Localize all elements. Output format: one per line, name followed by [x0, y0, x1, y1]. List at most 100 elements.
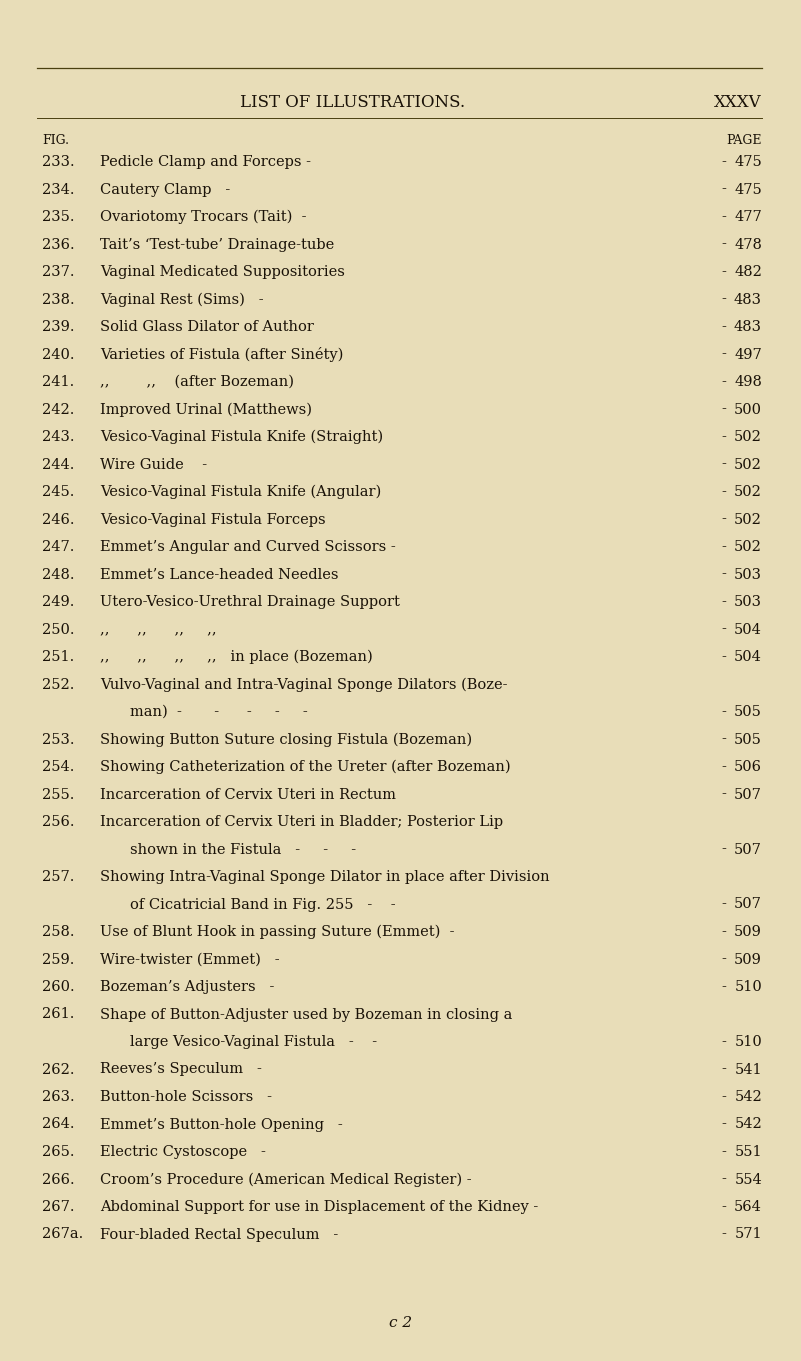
Text: 248.: 248.	[42, 568, 74, 581]
Text: 267a.: 267a.	[42, 1228, 83, 1241]
Text: large Vesico-Vaginal Fistula   -    -: large Vesico-Vaginal Fistula - -	[130, 1034, 377, 1049]
Text: 502: 502	[735, 540, 762, 554]
Text: -: -	[722, 1090, 727, 1104]
Text: 267.: 267.	[42, 1200, 74, 1214]
Text: 259.: 259.	[42, 953, 74, 966]
Text: Abdominal Support for use in Displacement of the Kidney -: Abdominal Support for use in Displacemen…	[100, 1200, 538, 1214]
Text: Bozeman’s Adjusters   -: Bozeman’s Adjusters -	[100, 980, 275, 994]
Text: 235.: 235.	[42, 210, 74, 225]
Text: 502: 502	[735, 485, 762, 499]
Text: Button-hole Scissors   -: Button-hole Scissors -	[100, 1090, 272, 1104]
Text: 255.: 255.	[42, 788, 74, 802]
Text: -: -	[722, 842, 727, 856]
Text: c 2: c 2	[389, 1316, 412, 1330]
Text: -: -	[722, 182, 727, 196]
Text: 507: 507	[735, 842, 762, 856]
Text: 503: 503	[734, 568, 762, 581]
Text: 246.: 246.	[42, 513, 74, 527]
Text: -: -	[722, 1200, 727, 1214]
Text: 242.: 242.	[42, 403, 74, 416]
Text: 483: 483	[734, 293, 762, 306]
Text: 505: 505	[735, 705, 762, 719]
Text: Incarceration of Cervix Uteri in Rectum: Incarceration of Cervix Uteri in Rectum	[100, 788, 396, 802]
Text: ,,        ,,    (after Bozeman): ,, ,, (after Bozeman)	[100, 376, 294, 389]
Text: 257.: 257.	[42, 870, 74, 885]
Text: -: -	[722, 210, 727, 225]
Text: -: -	[722, 897, 727, 912]
Text: -: -	[722, 788, 727, 802]
Text: 564: 564	[735, 1200, 762, 1214]
Text: 239.: 239.	[42, 320, 74, 333]
Text: -: -	[722, 980, 727, 994]
Text: Vaginal Medicated Suppositories: Vaginal Medicated Suppositories	[100, 265, 345, 279]
Text: 477: 477	[735, 210, 762, 225]
Text: 264.: 264.	[42, 1117, 74, 1131]
Text: -: -	[722, 347, 727, 362]
Text: 502: 502	[735, 513, 762, 527]
Text: -: -	[722, 1145, 727, 1160]
Text: -: -	[722, 238, 727, 252]
Text: of Cicatricial Band in Fig. 255   -    -: of Cicatricial Band in Fig. 255 - -	[130, 897, 396, 912]
Text: 251.: 251.	[42, 651, 74, 664]
Text: 510: 510	[735, 980, 762, 994]
Text: -: -	[722, 457, 727, 471]
Text: Wire-twister (Emmet)   -: Wire-twister (Emmet) -	[100, 953, 280, 966]
Text: 243.: 243.	[42, 430, 74, 444]
Text: 233.: 233.	[42, 155, 74, 169]
Text: 250.: 250.	[42, 622, 74, 637]
Text: 483: 483	[734, 320, 762, 333]
Text: 261.: 261.	[42, 1007, 74, 1022]
Text: 238.: 238.	[42, 293, 74, 306]
Text: 258.: 258.	[42, 925, 74, 939]
Text: 478: 478	[735, 238, 762, 252]
Text: Tait’s ‘Test-tube’ Drainage-tube: Tait’s ‘Test-tube’ Drainage-tube	[100, 238, 334, 252]
Text: 503: 503	[734, 595, 762, 608]
Text: 252.: 252.	[42, 678, 74, 691]
Text: Vesico-Vaginal Fistula Forceps: Vesico-Vaginal Fistula Forceps	[100, 513, 326, 527]
Text: -: -	[722, 595, 727, 608]
Text: 507: 507	[735, 897, 762, 912]
Text: 244.: 244.	[42, 457, 74, 471]
Text: 507: 507	[735, 788, 762, 802]
Text: 247.: 247.	[42, 540, 74, 554]
Text: 262.: 262.	[42, 1063, 74, 1077]
Text: 237.: 237.	[42, 265, 74, 279]
Text: Solid Glass Dilator of Author: Solid Glass Dilator of Author	[100, 320, 314, 333]
Text: Emmet’s Button-hole Opening   -: Emmet’s Button-hole Opening -	[100, 1117, 343, 1131]
Text: 266.: 266.	[42, 1172, 74, 1187]
Text: 263.: 263.	[42, 1090, 74, 1104]
Text: Showing Catheterization of the Ureter (after Bozeman): Showing Catheterization of the Ureter (a…	[100, 759, 510, 774]
Text: -: -	[722, 705, 727, 719]
Text: Use of Blunt Hook in passing Suture (Emmet)  -: Use of Blunt Hook in passing Suture (Emm…	[100, 925, 454, 939]
Text: 506: 506	[734, 759, 762, 774]
Text: 254.: 254.	[42, 759, 74, 774]
Text: Electric Cystoscope   -: Electric Cystoscope -	[100, 1145, 266, 1160]
Text: Four-bladed Rectal Speculum   -: Four-bladed Rectal Speculum -	[100, 1228, 338, 1241]
Text: 571: 571	[735, 1228, 762, 1241]
Text: -: -	[722, 651, 727, 664]
Text: 253.: 253.	[42, 732, 74, 746]
Text: Vaginal Rest (Sims)   -: Vaginal Rest (Sims) -	[100, 293, 264, 306]
Text: -: -	[722, 293, 727, 306]
Text: -: -	[722, 759, 727, 774]
Text: 240.: 240.	[42, 347, 74, 362]
Text: 542: 542	[735, 1117, 762, 1131]
Text: 236.: 236.	[42, 238, 74, 252]
Text: 497: 497	[735, 347, 762, 362]
Text: PAGE: PAGE	[727, 133, 762, 147]
Text: -: -	[722, 732, 727, 746]
Text: -: -	[722, 1228, 727, 1241]
Text: -: -	[722, 430, 727, 444]
Text: Emmet’s Angular and Curved Scissors -: Emmet’s Angular and Curved Scissors -	[100, 540, 396, 554]
Text: LIST OF ILLUSTRATIONS.: LIST OF ILLUSTRATIONS.	[239, 94, 465, 110]
Text: -: -	[722, 320, 727, 333]
Text: 498: 498	[735, 376, 762, 389]
Text: 509: 509	[735, 953, 762, 966]
Text: -: -	[722, 953, 727, 966]
Text: -: -	[722, 622, 727, 637]
Text: 502: 502	[735, 430, 762, 444]
Text: 504: 504	[735, 622, 762, 637]
Text: Vulvo-Vaginal and Intra-Vaginal Sponge Dilators (Boze-: Vulvo-Vaginal and Intra-Vaginal Sponge D…	[100, 678, 508, 691]
Text: Varieties of Fistula (after Sinéty): Varieties of Fistula (after Sinéty)	[100, 347, 344, 362]
Text: 241.: 241.	[42, 376, 74, 389]
